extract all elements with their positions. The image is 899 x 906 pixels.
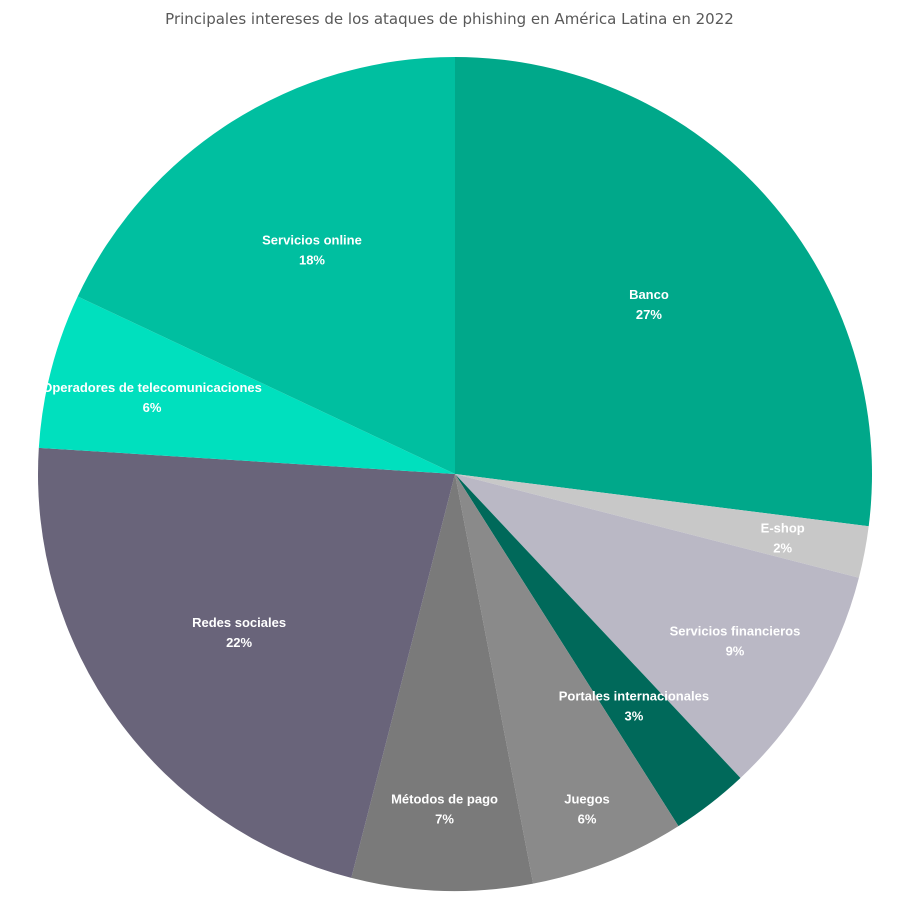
slice-value-metodos-de-pago: 7% [435,811,454,826]
slice-label-banco: Banco [629,287,669,302]
slice-label-servicios-online: Servicios online [262,233,362,248]
slice-label-redes-sociales: Redes sociales [192,615,286,630]
slice-value-juegos: 6% [578,811,597,826]
slice-label-e-shop: E-shop [761,521,805,536]
slice-value-banco: 27% [636,307,662,322]
pie-slice-e-shop [455,474,869,578]
slice-label-operadores-de-telecomunicaciones: Operadores de telecomunicaciones [42,380,262,395]
slice-label-portales-internacionales: Portales internacionales [559,689,709,704]
chart-title: Principales intereses de los ataques de … [165,10,734,28]
slice-label-servicios-financieros: Servicios financieros [670,624,801,639]
pie-slice-portales-internacionales [455,474,741,827]
slice-value-redes-sociales: 22% [226,635,252,650]
pie-labels: Banco 27% E-shop 2% Servicios financieros 9% P… [42,233,805,827]
slice-label-metodos-de-pago: Métodos de pago [391,791,498,806]
slice-value-e-shop: 2% [773,541,792,556]
pie-slice-operadores-de-telecomunicaciones [38,296,456,474]
slice-value-operadores-de-telecomunicaciones: 6% [143,400,162,415]
pie-slice-redes-sociales [37,447,455,878]
pie-slice-servicios-financieros [455,474,859,778]
slice-value-portales-internacionales: 3% [625,709,644,724]
slice-value-servicios-financieros: 9% [726,644,745,659]
slice-value-servicios-online: 18% [299,253,325,268]
pie-slice-metodos-de-pago [351,474,534,891]
slice-label-juegos: Juegos [564,791,610,806]
pie-slice-banco [455,57,872,527]
pie-slice-servicios-online [77,56,455,474]
pie-slices [37,56,872,891]
pie-slice-juegos [455,474,679,884]
